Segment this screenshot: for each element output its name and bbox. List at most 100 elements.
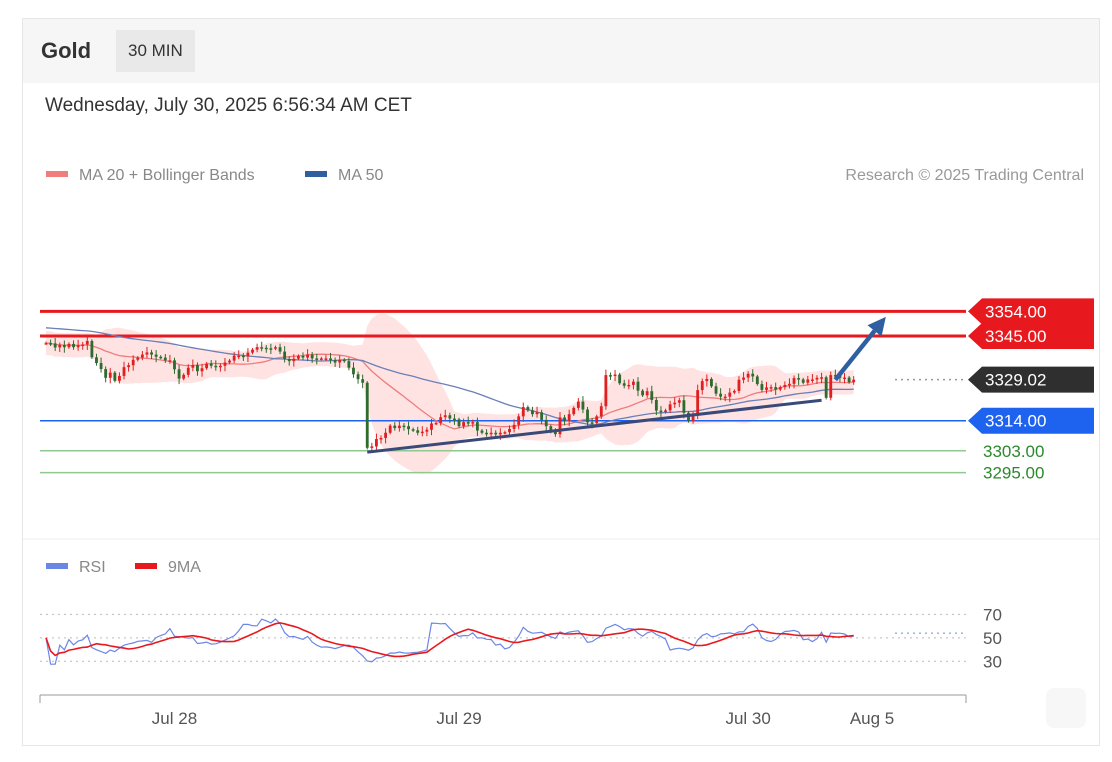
candle xyxy=(319,358,323,360)
candle xyxy=(792,378,796,384)
legend-swatch xyxy=(305,171,327,177)
candle xyxy=(397,425,401,429)
candle xyxy=(691,415,695,422)
candle xyxy=(806,379,810,383)
candle xyxy=(618,374,622,384)
candle xyxy=(255,347,259,350)
candle xyxy=(131,359,135,366)
candle xyxy=(136,357,140,360)
legend-swatch xyxy=(135,563,157,569)
candle xyxy=(191,364,195,368)
rsi-line xyxy=(45,618,854,665)
candle xyxy=(549,426,553,432)
resistance-level-label: 3345.00 xyxy=(985,327,1046,346)
candle xyxy=(95,357,98,364)
candle xyxy=(521,407,525,417)
candle xyxy=(576,401,580,408)
candle xyxy=(682,400,686,413)
candle xyxy=(329,358,332,361)
candle xyxy=(301,355,305,358)
candle xyxy=(544,419,548,427)
candle xyxy=(705,378,709,382)
candle xyxy=(485,432,488,435)
rsi-tick-label: 30 xyxy=(983,652,1002,671)
candle xyxy=(196,364,199,372)
candle xyxy=(563,417,567,421)
legend-label: RSI xyxy=(79,559,106,576)
candle xyxy=(393,425,397,429)
rsi-ma-line xyxy=(45,622,854,658)
candle xyxy=(333,360,337,363)
candle xyxy=(118,375,121,381)
forecast-arrow-shaft xyxy=(833,329,877,382)
candle xyxy=(420,431,424,434)
candle xyxy=(434,422,438,425)
candle xyxy=(810,379,814,381)
legend-swatch xyxy=(46,171,68,177)
candle xyxy=(599,406,603,417)
candle xyxy=(218,365,222,368)
candle xyxy=(287,358,291,362)
legend-swatch xyxy=(46,563,68,569)
candle xyxy=(209,363,213,366)
candle xyxy=(746,373,750,378)
candle xyxy=(540,412,544,420)
candle xyxy=(833,375,837,377)
candle xyxy=(512,424,516,429)
chart-card: Gold 30 MIN Wednesday, July 30, 2025 6:5… xyxy=(22,18,1100,746)
candle xyxy=(85,340,89,345)
candle xyxy=(374,439,378,447)
candle xyxy=(572,407,576,415)
candle xyxy=(498,432,502,435)
candle xyxy=(384,432,388,438)
candle xyxy=(636,381,640,391)
candle xyxy=(586,409,589,423)
candle xyxy=(356,374,360,380)
candle xyxy=(457,419,461,427)
legend-label: 9MA xyxy=(168,559,201,576)
candle xyxy=(760,384,764,390)
candle xyxy=(494,432,498,435)
x-tick-label: Jul 29 xyxy=(436,709,481,728)
candle xyxy=(214,365,218,368)
candle xyxy=(627,384,631,387)
candle xyxy=(62,345,66,348)
candle xyxy=(370,446,374,448)
candle xyxy=(462,422,466,427)
support-level-label: 3303.00 xyxy=(983,442,1044,461)
candle xyxy=(113,372,117,381)
candle xyxy=(590,422,594,424)
candle xyxy=(310,354,314,359)
candle xyxy=(567,414,571,421)
candle xyxy=(613,374,617,377)
candle xyxy=(742,377,745,380)
last-level-label: 3329.02 xyxy=(985,371,1046,390)
candle xyxy=(723,396,727,399)
candle xyxy=(535,412,539,415)
candle xyxy=(274,347,277,349)
candle xyxy=(173,360,176,370)
candle xyxy=(154,354,158,357)
candle xyxy=(714,386,718,394)
candle xyxy=(503,432,507,434)
timeframe-badge[interactable]: 30 MIN xyxy=(116,30,195,72)
last-level-tag xyxy=(968,366,1094,393)
candle xyxy=(843,377,846,380)
candle xyxy=(448,415,452,419)
candle xyxy=(278,347,282,352)
candle xyxy=(379,437,383,440)
candle xyxy=(402,425,406,428)
legend-label: MA 50 xyxy=(338,167,383,184)
candle xyxy=(526,407,530,411)
candle xyxy=(668,404,672,411)
candle xyxy=(416,430,420,433)
candle xyxy=(127,365,131,368)
candle xyxy=(361,379,365,383)
candle xyxy=(737,379,741,391)
candle xyxy=(407,426,410,430)
candle xyxy=(847,377,851,383)
candle xyxy=(425,429,429,432)
candle xyxy=(732,390,736,393)
candle xyxy=(508,428,511,433)
candle xyxy=(58,345,62,348)
